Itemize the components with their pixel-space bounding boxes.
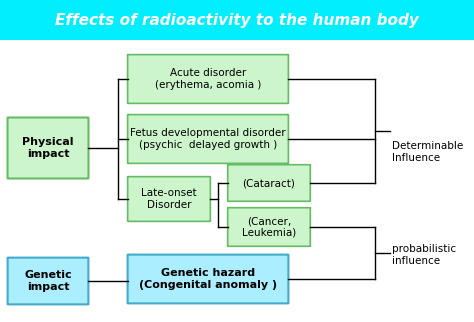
FancyBboxPatch shape [8, 258, 88, 304]
Text: Late-onset
Disorder: Late-onset Disorder [141, 188, 197, 210]
FancyBboxPatch shape [128, 55, 288, 103]
Bar [0, 0, 474, 40]
FancyBboxPatch shape [8, 118, 89, 178]
FancyBboxPatch shape [228, 208, 310, 246]
FancyBboxPatch shape [128, 115, 288, 163]
Text: probabilistic
influence: probabilistic influence [392, 244, 456, 266]
Text: (Cataract): (Cataract) [243, 178, 295, 188]
FancyBboxPatch shape [228, 165, 310, 201]
Text: Acute disorder
(erythema, acomia ): Acute disorder (erythema, acomia ) [155, 68, 261, 90]
Text: Genetic hazard
(Congenital anomaly ): Genetic hazard (Congenital anomaly ) [139, 268, 277, 290]
Text: Determinable
Influence: Determinable Influence [392, 141, 463, 163]
Text: (Cancer,
Leukemia): (Cancer, Leukemia) [242, 216, 296, 238]
Text: Genetic
impact: Genetic impact [24, 270, 72, 292]
Text: Effects of radioactivity to the human body: Effects of radioactivity to the human bo… [55, 13, 419, 27]
FancyBboxPatch shape [128, 177, 210, 221]
Text: Fetus developmental disorder
(psychic  delayed growth ): Fetus developmental disorder (psychic de… [130, 128, 286, 150]
Text: Physical
impact: Physical impact [22, 137, 74, 159]
FancyBboxPatch shape [128, 255, 288, 303]
